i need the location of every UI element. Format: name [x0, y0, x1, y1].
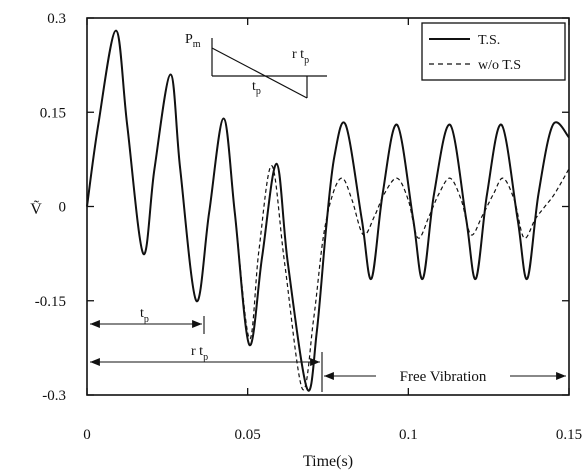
- load-pulse-inset: Pm tp r tp: [185, 32, 327, 99]
- series-line-ts: [86, 29, 570, 392]
- x-tick-label: 0: [83, 427, 91, 443]
- x-axis-label: Time(s): [303, 453, 353, 470]
- x-tick-label: 0.15: [556, 427, 582, 443]
- inset-pm-label: Pm: [185, 32, 201, 50]
- series-layer: [86, 29, 570, 392]
- annotation-layer: tp r tp Free Vibration: [90, 306, 566, 392]
- x-tick-label: 0.05: [235, 427, 261, 443]
- y-tick-label: 0: [59, 200, 67, 216]
- y-tick-label: 0.15: [40, 105, 66, 121]
- inset-rtp-label: r tp: [292, 47, 309, 66]
- legend: T.S. w/o T.S: [421, 22, 566, 81]
- axis-ticks: 0 0.05 0.1 0.15 0.3 0.15 0 -0.15 -0.3: [35, 11, 582, 443]
- legend-label-ts: T.S.: [478, 33, 500, 48]
- legend-box: [421, 22, 566, 81]
- legend-label-wots: w/o T.S: [478, 58, 521, 73]
- y-tick-label: -0.15: [35, 294, 66, 310]
- inset-tp-label: tp: [252, 79, 261, 97]
- free-vibration-label: Free Vibration: [400, 369, 487, 385]
- x-tick-label: 0.1: [399, 427, 418, 443]
- rtp-annotation-label: r tp: [191, 344, 208, 363]
- inset-pulse-line: [211, 47, 308, 99]
- y-axis-label: Ṽ: [30, 199, 42, 218]
- y-tick-label: -0.3: [42, 388, 66, 404]
- tp-annotation-label: tp: [140, 306, 149, 325]
- y-tick-label: 0.3: [47, 11, 66, 27]
